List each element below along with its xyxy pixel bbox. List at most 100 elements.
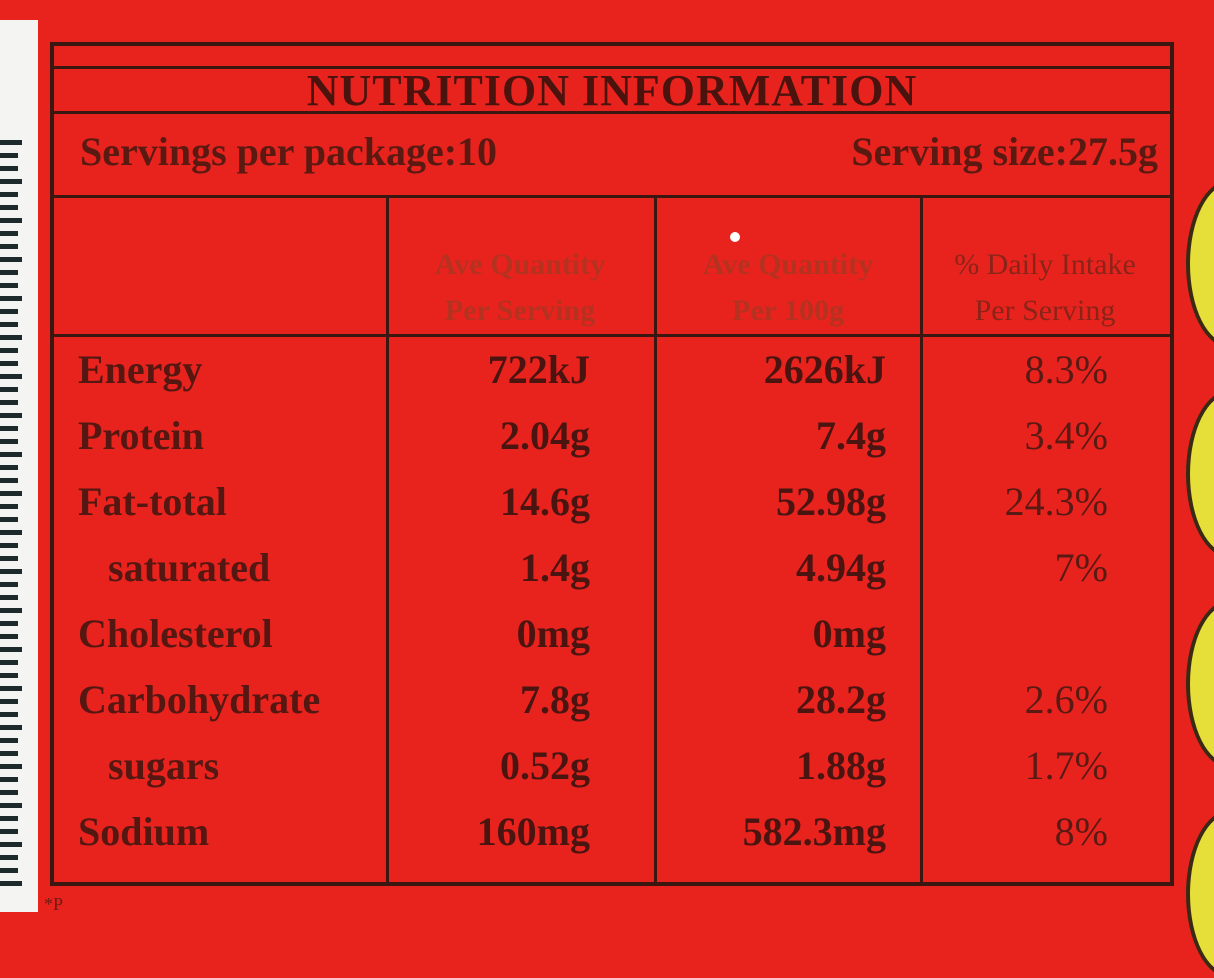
barcode-bar	[0, 803, 22, 808]
yellow-badge-1	[1186, 180, 1214, 348]
nutrient-label: saturated	[108, 545, 271, 590]
barcode-bar	[0, 699, 18, 704]
per-100g-value: 52.98g	[776, 479, 886, 524]
per-100g-value: 1.88g	[796, 743, 886, 788]
barcode-bar	[0, 465, 18, 470]
daily-intake-value: 1.7%	[1024, 743, 1108, 788]
barcode-bar	[0, 517, 18, 522]
nutrient-label: Cholesterol	[78, 611, 273, 656]
per-100g-value: 582.3mg	[742, 809, 886, 854]
daily-intake-value: 8.3%	[1024, 347, 1108, 392]
barcode-bar	[0, 205, 18, 210]
daily-intake-value: 7%	[1054, 545, 1108, 590]
nutrient-label: Energy	[78, 347, 203, 392]
per-serving-value: 14.6g	[500, 479, 590, 524]
barcode-bar	[0, 777, 18, 782]
per-serving-value: 7.8g	[520, 677, 590, 722]
header-divider	[54, 334, 1170, 337]
barcode-bar	[0, 140, 22, 145]
barcode-bar	[0, 569, 22, 574]
daily-intake-value: 8%	[1054, 809, 1108, 854]
barcode-bar	[0, 660, 18, 665]
barcode-bar	[0, 309, 18, 314]
white-dot	[730, 232, 740, 242]
per-serving-value: 0mg	[516, 611, 590, 656]
per-serving-value: 0.52g	[500, 743, 590, 788]
yellow-badge-3	[1186, 600, 1214, 768]
barcode-bar	[0, 491, 22, 496]
barcode-bar	[0, 348, 18, 353]
barcode-bar	[0, 608, 22, 613]
col-head-per-100g-line1: Ave Quantity	[702, 248, 874, 281]
barcode-bar	[0, 231, 18, 236]
per-serving-value: 160mg	[476, 809, 590, 854]
barcode-bar	[0, 257, 22, 262]
nutrient-label: Fat-total	[78, 479, 227, 524]
col-divider-3	[920, 198, 923, 882]
per-serving-value: 2.04g	[500, 413, 590, 458]
barcode-bar	[0, 504, 18, 509]
barcode-bar	[0, 400, 18, 405]
barcode-bar	[0, 387, 18, 392]
barcode-bar	[0, 855, 18, 860]
panel-title: NUTRITION INFORMATION	[54, 66, 1170, 114]
barcode-bar	[0, 686, 22, 691]
barcode-bar	[0, 712, 18, 717]
nutrient-label: Protein	[78, 413, 204, 458]
barcode-bar	[0, 335, 22, 340]
barcode-bar	[0, 634, 18, 639]
barcode-bar	[0, 621, 18, 626]
barcode-bar	[0, 296, 22, 301]
barcode-bar	[0, 829, 18, 834]
barcode-bar	[0, 543, 18, 548]
col-head-per-serving-line2: Per Serving	[444, 294, 596, 327]
barcode-bar	[0, 764, 22, 769]
barcode-bar	[0, 751, 18, 756]
barcode-bar	[0, 439, 18, 444]
col-head-daily-intake-line1: % Daily Intake	[954, 248, 1136, 281]
nutrition-panel: NUTRITION INFORMATION Servings per packa…	[50, 42, 1174, 886]
col-head-per-100g: Ave Quantity Per 100g	[658, 242, 918, 334]
barcode-bar	[0, 868, 18, 873]
col-head-per-serving: Ave Quantity Per Serving	[390, 242, 650, 334]
daily-intake-value: 24.3%	[1004, 479, 1108, 524]
barcode-bar	[0, 673, 18, 678]
barcode-bar	[0, 647, 22, 652]
barcode-bar	[0, 244, 18, 249]
nutrient-label: Sodium	[78, 809, 210, 854]
col-head-daily-intake: % Daily Intake Per Serving	[924, 242, 1166, 334]
per-100g-value: 4.94g	[796, 545, 886, 590]
serving-size: Serving size:27.5g	[851, 129, 1158, 174]
barcode-bar	[0, 166, 18, 171]
barcode-bar	[0, 270, 18, 275]
per-100g-value: 0mg	[812, 611, 886, 656]
barcode-bar	[0, 413, 22, 418]
barcode-bar	[0, 816, 18, 821]
col-head-per-serving-line1: Ave Quantity	[434, 248, 606, 281]
col-divider-2	[654, 198, 657, 882]
col-head-per-100g-line2: Per 100g	[732, 294, 844, 327]
col-divider-1	[386, 198, 389, 882]
yellow-badge-4	[1186, 810, 1214, 978]
barcode-bar	[0, 218, 22, 223]
barcode-strip	[0, 20, 38, 912]
per-100g-value: 2626kJ	[763, 347, 886, 392]
footer-text: *P	[44, 894, 64, 914]
barcode-bar	[0, 725, 22, 730]
barcode-bar	[0, 530, 22, 535]
barcode-bar	[0, 582, 18, 587]
barcode-bar	[0, 322, 18, 327]
servings-row: Servings per package:10 Serving size:27.…	[54, 114, 1170, 198]
barcode-bar	[0, 361, 18, 366]
barcode-bar	[0, 790, 18, 795]
per-serving-value: 1.4g	[520, 545, 590, 590]
barcode-bar	[0, 738, 18, 743]
barcode-bar	[0, 192, 18, 197]
per-100g-value: 7.4g	[816, 413, 886, 458]
barcode-bar	[0, 374, 22, 379]
barcode-bar	[0, 153, 18, 158]
barcode-bar	[0, 452, 22, 457]
daily-intake-value: 3.4%	[1024, 413, 1108, 458]
barcode-bar	[0, 283, 18, 288]
barcode-bar	[0, 595, 18, 600]
